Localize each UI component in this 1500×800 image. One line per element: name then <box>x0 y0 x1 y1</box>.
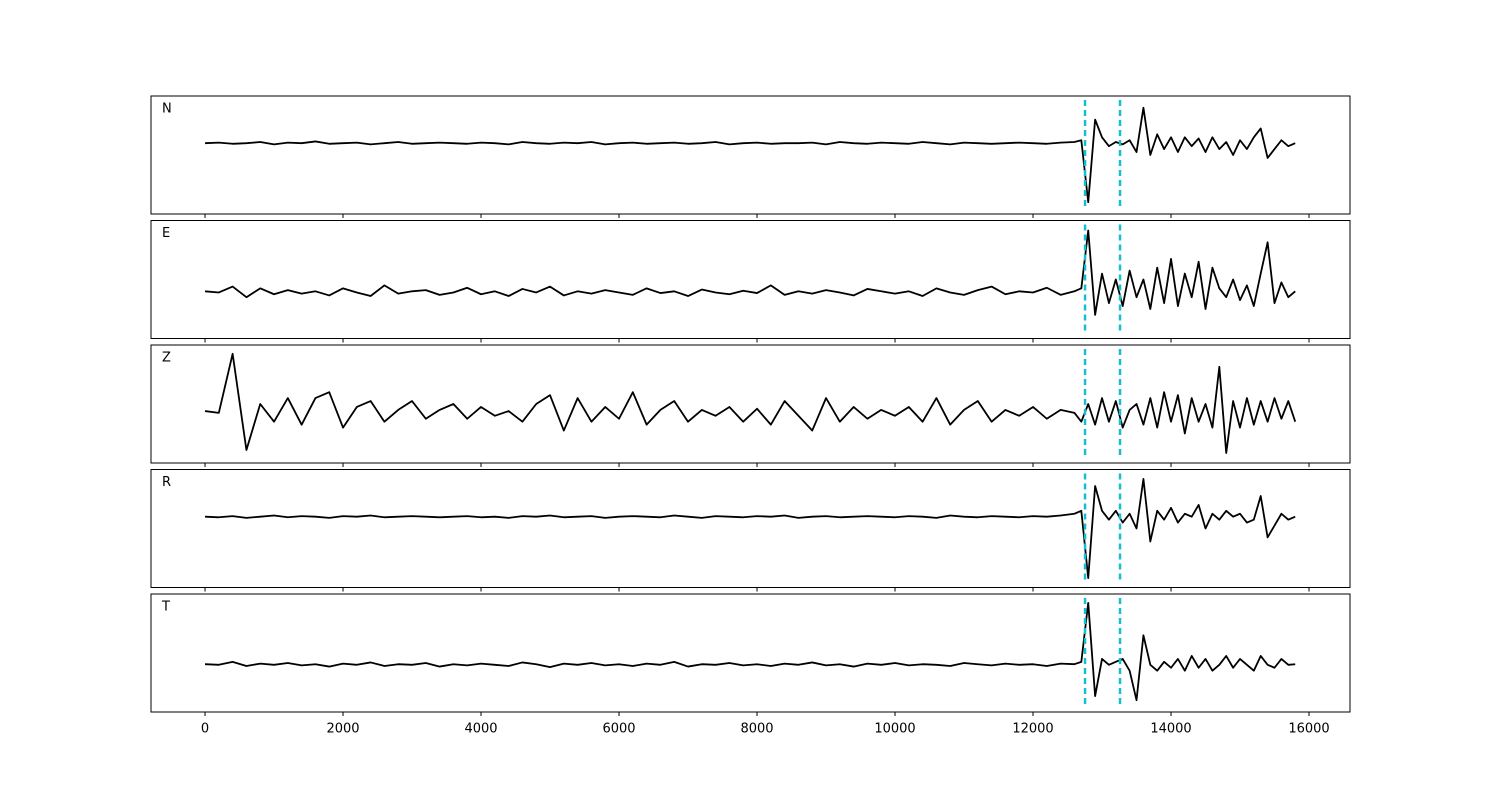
panel-frame <box>150 95 1351 215</box>
x-tick-label: 10000 <box>874 722 915 737</box>
x-tick-label: 2000 <box>326 722 359 737</box>
trace <box>204 352 1297 454</box>
trace <box>204 601 1296 702</box>
x-tick-label: 14000 <box>1150 722 1191 737</box>
x-tick-label: 8000 <box>740 722 773 737</box>
x-tick-label: 0 <box>201 722 209 737</box>
x-tick-label: 6000 <box>602 722 635 737</box>
trace <box>204 106 1296 204</box>
panel-label: T <box>161 600 170 615</box>
panel-label: E <box>162 226 170 241</box>
panel-label: N <box>162 102 172 117</box>
panel-frame <box>150 220 1351 339</box>
trace <box>204 229 1296 316</box>
trace <box>204 478 1296 579</box>
panel-label: R <box>162 475 171 490</box>
x-tick-label: 4000 <box>464 722 497 737</box>
x-tick-label: 12000 <box>1012 722 1053 737</box>
panel-frame <box>150 344 1351 464</box>
x-tick-label: 16000 <box>1288 722 1329 737</box>
panel-frame <box>150 593 1351 713</box>
panel-label: Z <box>162 351 171 366</box>
panel-frame <box>150 469 1351 588</box>
